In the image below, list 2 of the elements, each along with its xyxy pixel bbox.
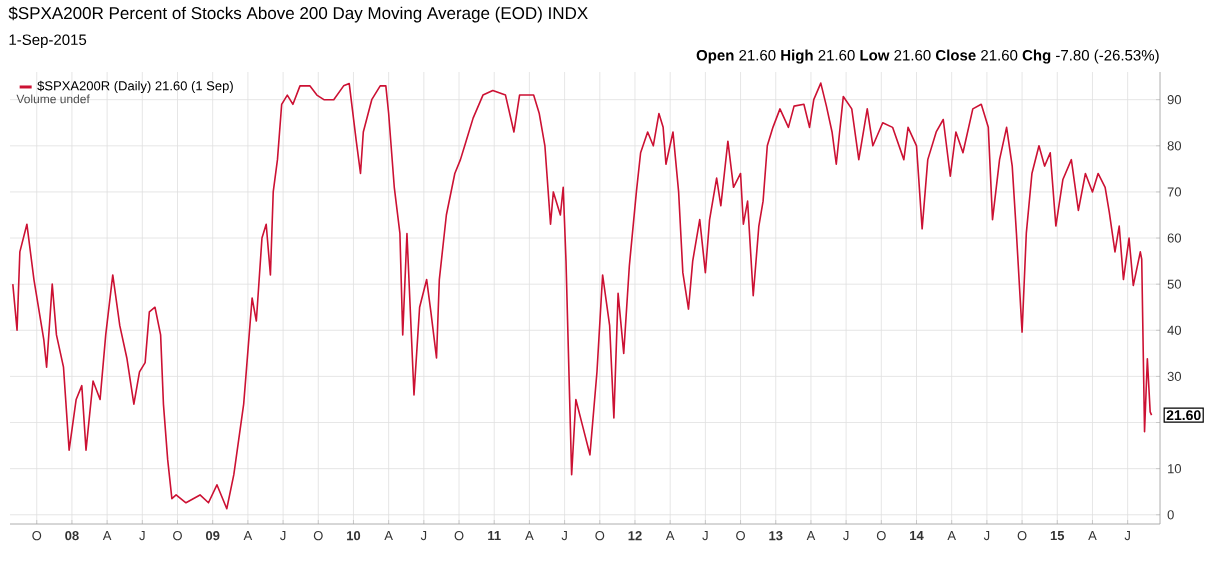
line-series bbox=[12, 82, 1153, 510]
chart-title: $SPXA200R Percent of Stocks Above 200 Day Moving Average (EOD) INDX bbox=[8, 6, 588, 23]
